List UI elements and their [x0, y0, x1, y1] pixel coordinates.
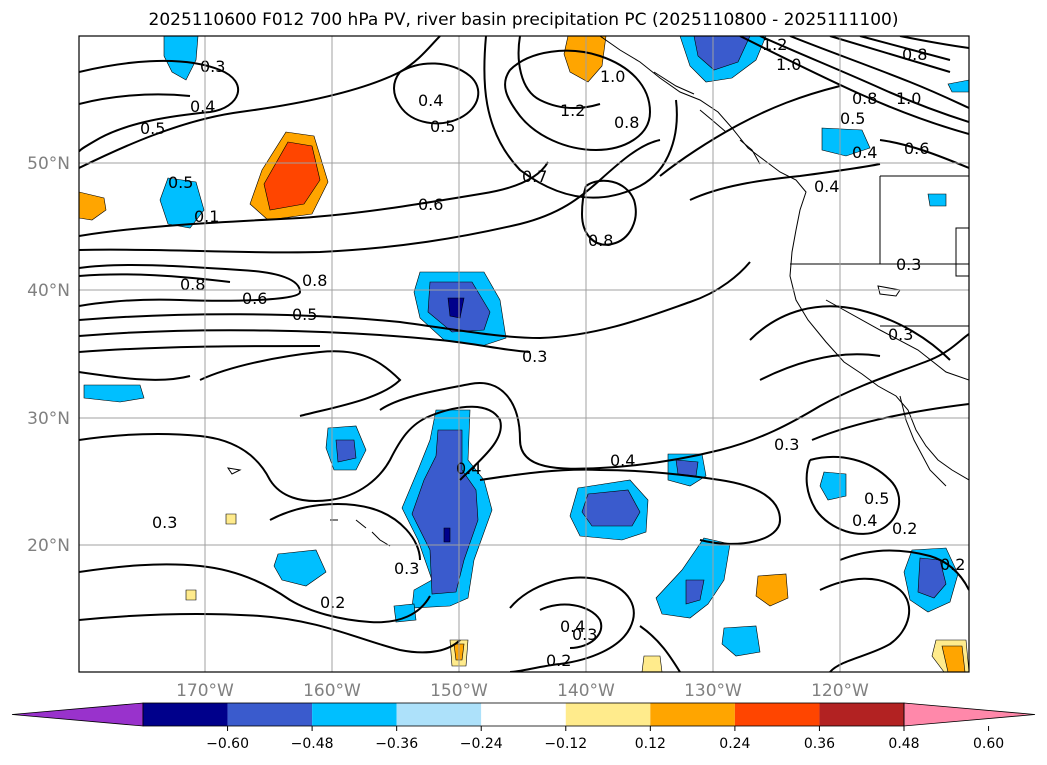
colorbar-tick-label: −0.48: [291, 736, 334, 752]
contours: [79, 36, 969, 672]
lat-label-40n: 40°N: [27, 281, 70, 301]
contour-label: 0.3: [572, 625, 597, 644]
contour-label: 0.6: [904, 139, 929, 158]
lon-label-150w: 150°W: [430, 681, 488, 701]
contour-label: 0.4: [560, 617, 585, 636]
contour-label: 0.4: [456, 459, 481, 478]
contour-label: 0.5: [864, 489, 889, 508]
colorbar-tick-label: 0.12: [635, 736, 666, 752]
contour-label: 0.3: [200, 57, 225, 76]
contour-label: 0.4: [610, 451, 635, 470]
colorbar-tick-label: 0.36: [804, 736, 835, 752]
longitude-labels: 170°W 160°W 150°W 140°W 130°W 120°W: [176, 681, 869, 701]
colorbar-tick-label: 0.60: [973, 736, 1004, 752]
contour-label: 0.1: [194, 207, 219, 226]
colorbar-extend-low: [11, 702, 144, 727]
contour-label: 0.5: [430, 117, 455, 136]
colorbar-frame: [142, 702, 905, 727]
map-title: 2025110600 F012 700 hPa PV, river basin …: [148, 10, 899, 30]
contour-label: 1.2: [560, 101, 585, 120]
contour-label: 0.4: [418, 91, 443, 110]
map-plot-area: 0.3 0.4 0.5 0.5 0.1 0.8 0.6 0.5 0.8 0.4 …: [79, 35, 969, 672]
contour-label: 1.0: [600, 67, 625, 86]
contour-label: 0.5: [140, 119, 165, 138]
contour-labels: 0.3 0.4 0.5 0.5 0.1 0.8 0.6 0.5 0.8 0.4 …: [140, 35, 965, 670]
colorbar-tick-label: −0.36: [375, 736, 418, 752]
contour-label: 0.4: [814, 177, 839, 196]
contour-label: 0.3: [896, 255, 921, 274]
contour-label: 0.2: [546, 651, 571, 670]
contour-label: 0.8: [180, 275, 205, 294]
contour-label: 0.3: [774, 435, 799, 454]
colorbar-tick-label: −0.12: [544, 736, 587, 752]
contour-label: 0.8: [902, 45, 927, 64]
lat-label-20n: 20°N: [27, 536, 70, 556]
contour-label: 1.2: [762, 35, 787, 54]
contour-label: 0.4: [852, 143, 877, 162]
colorbar-swatch: [565, 703, 651, 726]
colorbar-swatch: [819, 703, 904, 726]
contour-label: 0.3: [888, 325, 913, 344]
colorbar: −0.60 −0.48 −0.36 −0.24 −0.12 0.12 0.24 0.36 0.4…: [11, 702, 1036, 752]
lon-label-170w: 170°W: [176, 681, 234, 701]
contour-label: 1.0: [776, 55, 801, 74]
contour-label: 0.5: [840, 109, 865, 128]
contour-label: 0.6: [418, 195, 443, 214]
contour-label: 0.6: [242, 289, 267, 308]
colorbar-tick-label: −0.24: [460, 736, 503, 752]
contour-label: 0.4: [190, 97, 215, 116]
contour-label: 0.4: [852, 511, 877, 530]
contour-label: 0.3: [152, 513, 177, 532]
contour-label: 0.5: [168, 173, 193, 192]
lat-label-50n: 50°N: [27, 154, 70, 174]
colorbar-swatch: [227, 703, 313, 726]
lon-label-160w: 160°W: [303, 681, 361, 701]
contour-label: 0.8: [588, 231, 613, 250]
colorbar-tick-label: 0.24: [719, 736, 750, 752]
colorbar-swatch: [650, 703, 735, 726]
lon-label-140w: 140°W: [557, 681, 615, 701]
contour-label: 0.5: [292, 305, 317, 324]
lon-label-130w: 130°W: [684, 681, 742, 701]
shaded-regions: [79, 36, 969, 672]
colorbar-tick-label: −0.60: [206, 736, 249, 752]
colorbar-swatch: [734, 703, 820, 726]
colorbar-swatch: [312, 703, 397, 726]
contour-label: 0.8: [852, 89, 877, 108]
contour-label: 0.2: [892, 519, 917, 538]
colorbar-swatch: [143, 703, 228, 726]
contour-label: 1.0: [896, 89, 921, 108]
contour-label: 0.8: [302, 271, 327, 290]
lon-label-120w: 120°W: [811, 681, 869, 701]
colorbar-extend-high: [903, 702, 1036, 727]
contour-label: 0.2: [940, 555, 965, 574]
colorbar-swatch: [396, 703, 482, 726]
gridlines: [79, 36, 969, 672]
contour-label: 0.3: [394, 559, 419, 578]
lat-label-30n: 30°N: [27, 409, 70, 429]
contour-label: 0.2: [320, 593, 345, 612]
colorbar-tick-label: 0.48: [888, 736, 919, 752]
contour-label: 0.7: [522, 167, 547, 186]
contour-label: 0.8: [614, 113, 639, 132]
map-frame: [78, 35, 970, 673]
colorbar-swatch: [481, 703, 566, 726]
latitude-labels: 50°N 40°N 30°N 20°N: [27, 154, 70, 556]
contour-label: 0.3: [522, 347, 547, 366]
